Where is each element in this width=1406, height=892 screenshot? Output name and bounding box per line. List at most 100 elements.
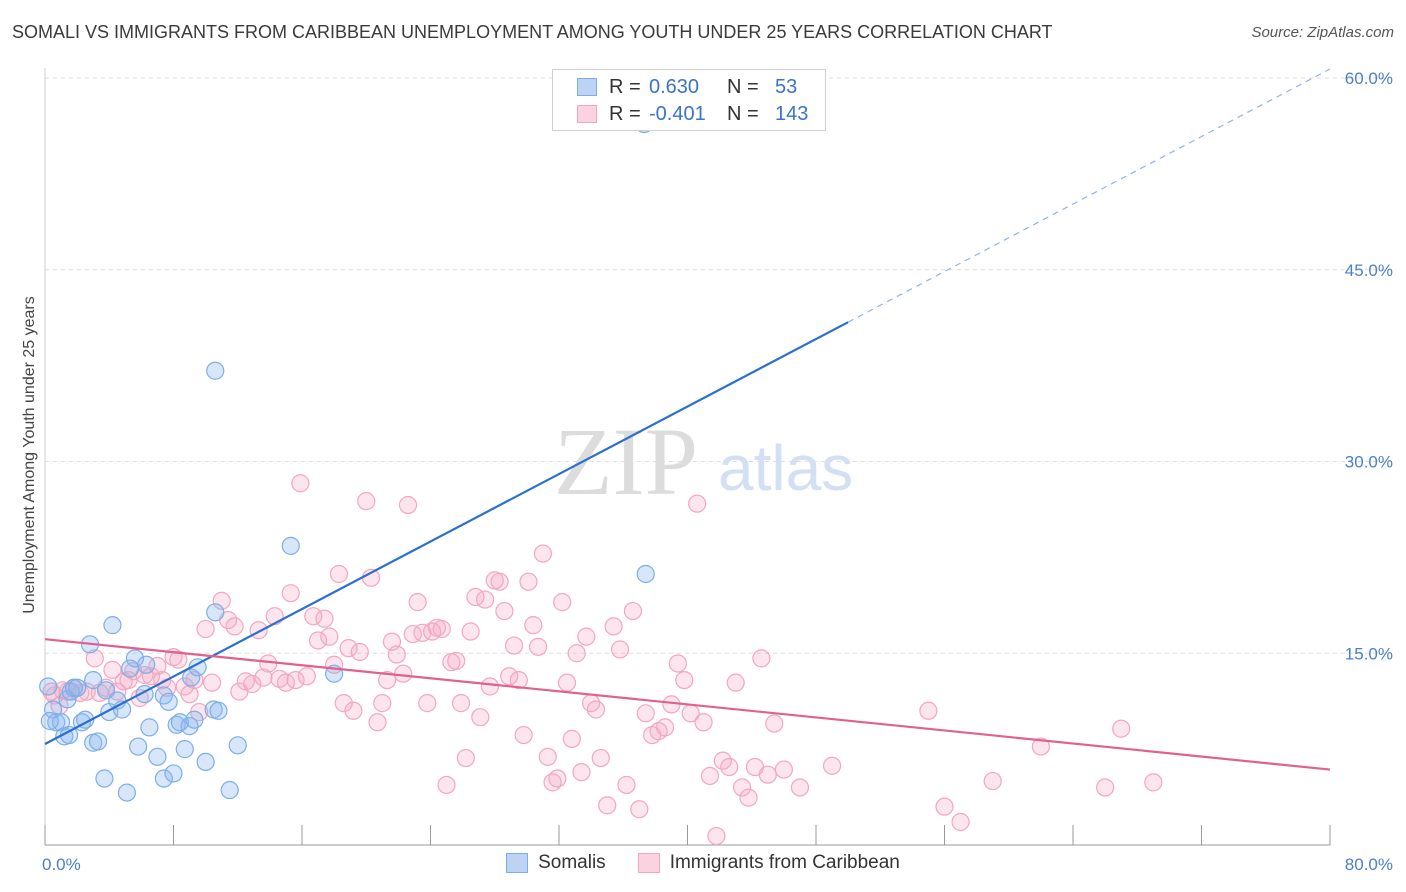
caribbean-point bbox=[1031, 737, 1050, 756]
caribbean-point bbox=[202, 673, 222, 692]
caribbean-point bbox=[524, 616, 543, 635]
caribbean-point bbox=[291, 474, 310, 493]
caribbean-point bbox=[1112, 719, 1131, 738]
caribbean-point bbox=[720, 757, 739, 777]
somali-point bbox=[154, 769, 173, 788]
somali-point bbox=[281, 536, 300, 555]
somali-point bbox=[220, 780, 239, 800]
caribbean-point bbox=[456, 748, 475, 768]
x-tick-label: 80.0% bbox=[1345, 855, 1393, 874]
caribbean-point bbox=[212, 591, 231, 610]
caribbean-point bbox=[344, 701, 363, 720]
somali-point bbox=[103, 616, 122, 635]
caribbean-point bbox=[451, 694, 471, 713]
legend-row-caribbean: R = -0.401 N = 143 bbox=[577, 101, 808, 127]
caribbean-point bbox=[254, 668, 273, 687]
caribbean-point bbox=[243, 674, 262, 694]
caribbean-point bbox=[504, 636, 524, 655]
somali-trend-extension bbox=[847, 68, 1331, 323]
caribbean-point bbox=[557, 673, 577, 692]
legend-r-value: -0.401 bbox=[649, 102, 706, 125]
caribbean-point bbox=[169, 650, 188, 669]
caribbean-point bbox=[304, 607, 323, 626]
caribbean-point bbox=[790, 778, 810, 797]
caribbean-point bbox=[329, 564, 349, 584]
caribbean-point bbox=[514, 725, 533, 745]
caribbean-point bbox=[225, 617, 244, 636]
legend-n-label: N = bbox=[727, 102, 759, 125]
somali-point bbox=[209, 701, 228, 720]
somali-point bbox=[175, 740, 194, 759]
somali-point bbox=[159, 692, 178, 711]
caribbean-point bbox=[495, 601, 514, 621]
gridlines bbox=[45, 77, 1392, 654]
caribbean-point bbox=[373, 694, 392, 713]
caribbean-point bbox=[461, 622, 480, 641]
caribbean-point bbox=[586, 700, 606, 719]
tick-labels: 15.0% 30.0% 45.0% 60.0% 0.0% 80.0% bbox=[42, 69, 1393, 874]
caribbean-point bbox=[1144, 773, 1163, 792]
caribbean-point bbox=[617, 775, 636, 795]
caribbean-point bbox=[591, 748, 610, 768]
caribbean-point bbox=[688, 494, 707, 513]
y-tick-label: 30.0% bbox=[1345, 453, 1393, 472]
series-label-caribbean: Immigrants from Caribbean bbox=[669, 852, 900, 873]
caribbean-point bbox=[403, 624, 422, 644]
legend-n-value: 53 bbox=[775, 75, 798, 98]
legend-r-label: R = bbox=[609, 102, 641, 125]
somali-point bbox=[148, 747, 167, 766]
legend-r-label: R = bbox=[609, 75, 641, 98]
source-label: Source: ZipAtlas.com bbox=[1251, 24, 1394, 41]
somali-point bbox=[125, 649, 145, 668]
caribbean-point bbox=[490, 572, 509, 591]
x-tick-label: 0.0% bbox=[42, 855, 81, 874]
caribbean-point bbox=[500, 667, 519, 686]
caribbean-point bbox=[707, 826, 726, 846]
caribbean-point bbox=[413, 623, 432, 642]
caribbean-point bbox=[85, 649, 104, 668]
caribbean-point bbox=[320, 627, 339, 646]
caribbean-point bbox=[509, 670, 528, 690]
caribbean-point bbox=[675, 670, 694, 690]
somali-point bbox=[117, 783, 137, 802]
somali-point bbox=[47, 713, 66, 732]
caribbean-point bbox=[437, 775, 456, 795]
caribbean-trend-line bbox=[44, 638, 1331, 771]
y-tick-label: 60.0% bbox=[1345, 69, 1393, 88]
caribbean-point bbox=[752, 649, 771, 668]
caribbean-point bbox=[562, 729, 581, 748]
caribbean-point bbox=[733, 778, 752, 797]
caribbean-point bbox=[765, 714, 784, 733]
legend-swatch-caribbean bbox=[577, 105, 597, 123]
caribbean-point bbox=[774, 760, 793, 779]
caribbean-point bbox=[758, 765, 777, 784]
caribbean-point bbox=[694, 713, 713, 732]
caribbean-point bbox=[394, 664, 413, 683]
caribbean-point bbox=[196, 619, 215, 639]
somali-point bbox=[84, 670, 103, 690]
caribbean-point bbox=[476, 590, 495, 609]
caribbean-point bbox=[577, 627, 596, 646]
legend-swatch-somalis bbox=[577, 78, 597, 96]
somali-point bbox=[636, 564, 655, 584]
caribbean-point bbox=[308, 631, 328, 650]
somali-point bbox=[196, 752, 215, 772]
watermark-zip: ZIP bbox=[554, 408, 698, 515]
somali-point bbox=[88, 732, 108, 751]
caribbean-point bbox=[822, 756, 842, 775]
series-swatch-somalis bbox=[506, 853, 529, 873]
series-legend: Somalis Immigrants from Caribbean bbox=[0, 852, 1406, 874]
caribbean-point bbox=[951, 812, 970, 832]
caribbean-point bbox=[471, 708, 490, 727]
somali-point bbox=[170, 713, 190, 732]
caribbean-point bbox=[604, 617, 623, 636]
legend-n-value: 143 bbox=[775, 102, 809, 125]
caribbean-point bbox=[368, 713, 387, 732]
caribbean-point bbox=[103, 660, 122, 679]
caribbean-point bbox=[249, 621, 268, 640]
axes bbox=[44, 68, 1331, 846]
caribbean-point bbox=[636, 704, 655, 723]
caribbean-point bbox=[919, 701, 938, 720]
somali-point bbox=[129, 737, 148, 756]
somali-point bbox=[96, 681, 116, 700]
